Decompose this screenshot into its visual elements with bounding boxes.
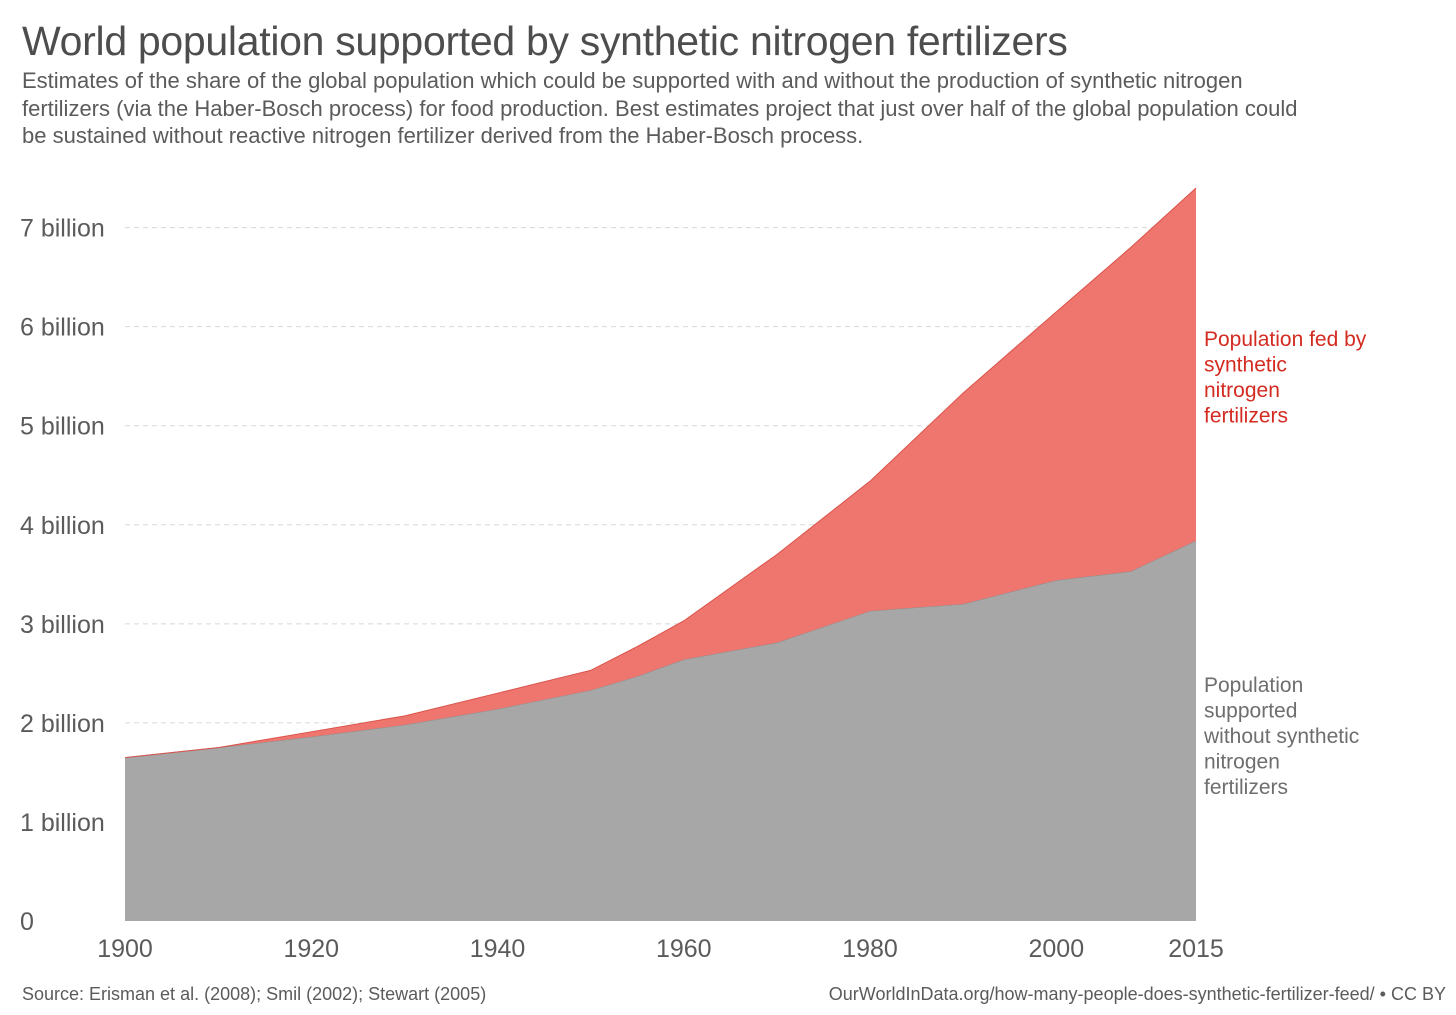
series-label-1: Population fed by synthetic nitrogen fertil… [1204,328,1367,428]
area-series-0 [125,540,1196,921]
y-axis-ticks: 0 1 billion 2 billion 3 billion 4 billion 5 b… [20,215,105,936]
x-tick-label-6: 2015 [1168,935,1224,963]
x-tick-label-4: 1980 [842,935,898,963]
y-tick-label-3: 3 billion [20,611,105,639]
series-labels: Population supported without synthetic nitr… [1203,328,1367,799]
x-tick-label-5: 2000 [1028,935,1084,963]
series-label-0: Population supported without synthetic nitr… [1203,674,1359,799]
x-tick-label-1: 1920 [283,935,339,963]
area-series-1 [125,188,1196,758]
chart-plot: 0 1 billion 2 billion 3 billion 4 billion 5 b… [20,187,1367,963]
source-note: Source: Erisman et al. (2008); Smil (200… [22,984,487,1004]
x-tick-label-3: 1960 [656,935,712,963]
chart-subtitle: Estimates of the share of the global pop… [22,68,1298,148]
chart-title: World population supported by synthetic … [22,18,1068,64]
y-tick-label-5: 5 billion [20,413,105,441]
x-tick-label-2: 1940 [470,935,526,963]
y-tick-label-1: 1 billion [20,809,105,837]
area-edge-1 [124,187,1197,759]
area-series [124,187,1197,921]
y-tick-label-7: 7 billion [20,215,105,243]
y-tick-label-4: 4 billion [20,512,105,540]
footer-link[interactable]: OurWorldInData.org/how-many-people-does-… [828,984,1446,1004]
y-tick-label-0: 0 [20,908,34,936]
y-tick-label-2: 2 billion [20,710,105,738]
y-tick-label-6: 6 billion [20,314,105,342]
x-axis-ticks: 1900 1920 1940 1960 1980 2000 2015 [97,935,1224,963]
x-tick-label-0: 1900 [97,935,153,963]
